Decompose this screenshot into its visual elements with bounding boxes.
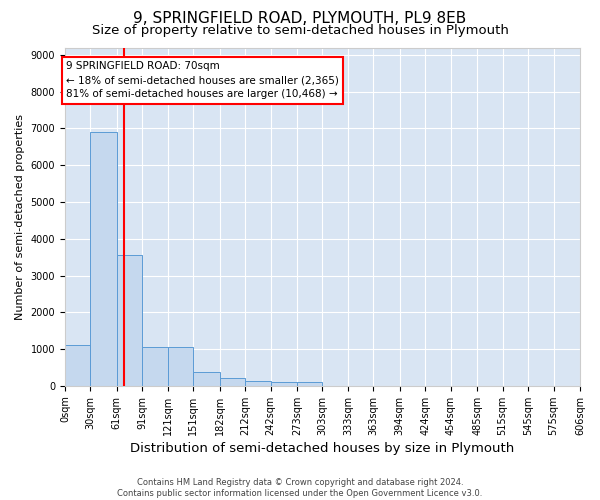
- Bar: [297, 382, 322, 386]
- Bar: [245, 381, 271, 386]
- Bar: [220, 378, 245, 386]
- Bar: [91, 132, 117, 386]
- Text: 9, SPRINGFIELD ROAD, PLYMOUTH, PL9 8EB: 9, SPRINGFIELD ROAD, PLYMOUTH, PL9 8EB: [133, 11, 467, 26]
- Text: Contains HM Land Registry data © Crown copyright and database right 2024.
Contai: Contains HM Land Registry data © Crown c…: [118, 478, 482, 498]
- Bar: [142, 347, 168, 386]
- Bar: [65, 346, 91, 386]
- Text: 9 SPRINGFIELD ROAD: 70sqm
← 18% of semi-detached houses are smaller (2,365)
81% : 9 SPRINGFIELD ROAD: 70sqm ← 18% of semi-…: [66, 62, 338, 100]
- Y-axis label: Number of semi-detached properties: Number of semi-detached properties: [15, 114, 25, 320]
- Bar: [271, 382, 297, 386]
- X-axis label: Distribution of semi-detached houses by size in Plymouth: Distribution of semi-detached houses by …: [130, 442, 515, 455]
- Text: Size of property relative to semi-detached houses in Plymouth: Size of property relative to semi-detach…: [92, 24, 508, 37]
- Bar: [193, 372, 220, 386]
- Bar: [168, 347, 193, 386]
- Bar: [117, 256, 142, 386]
